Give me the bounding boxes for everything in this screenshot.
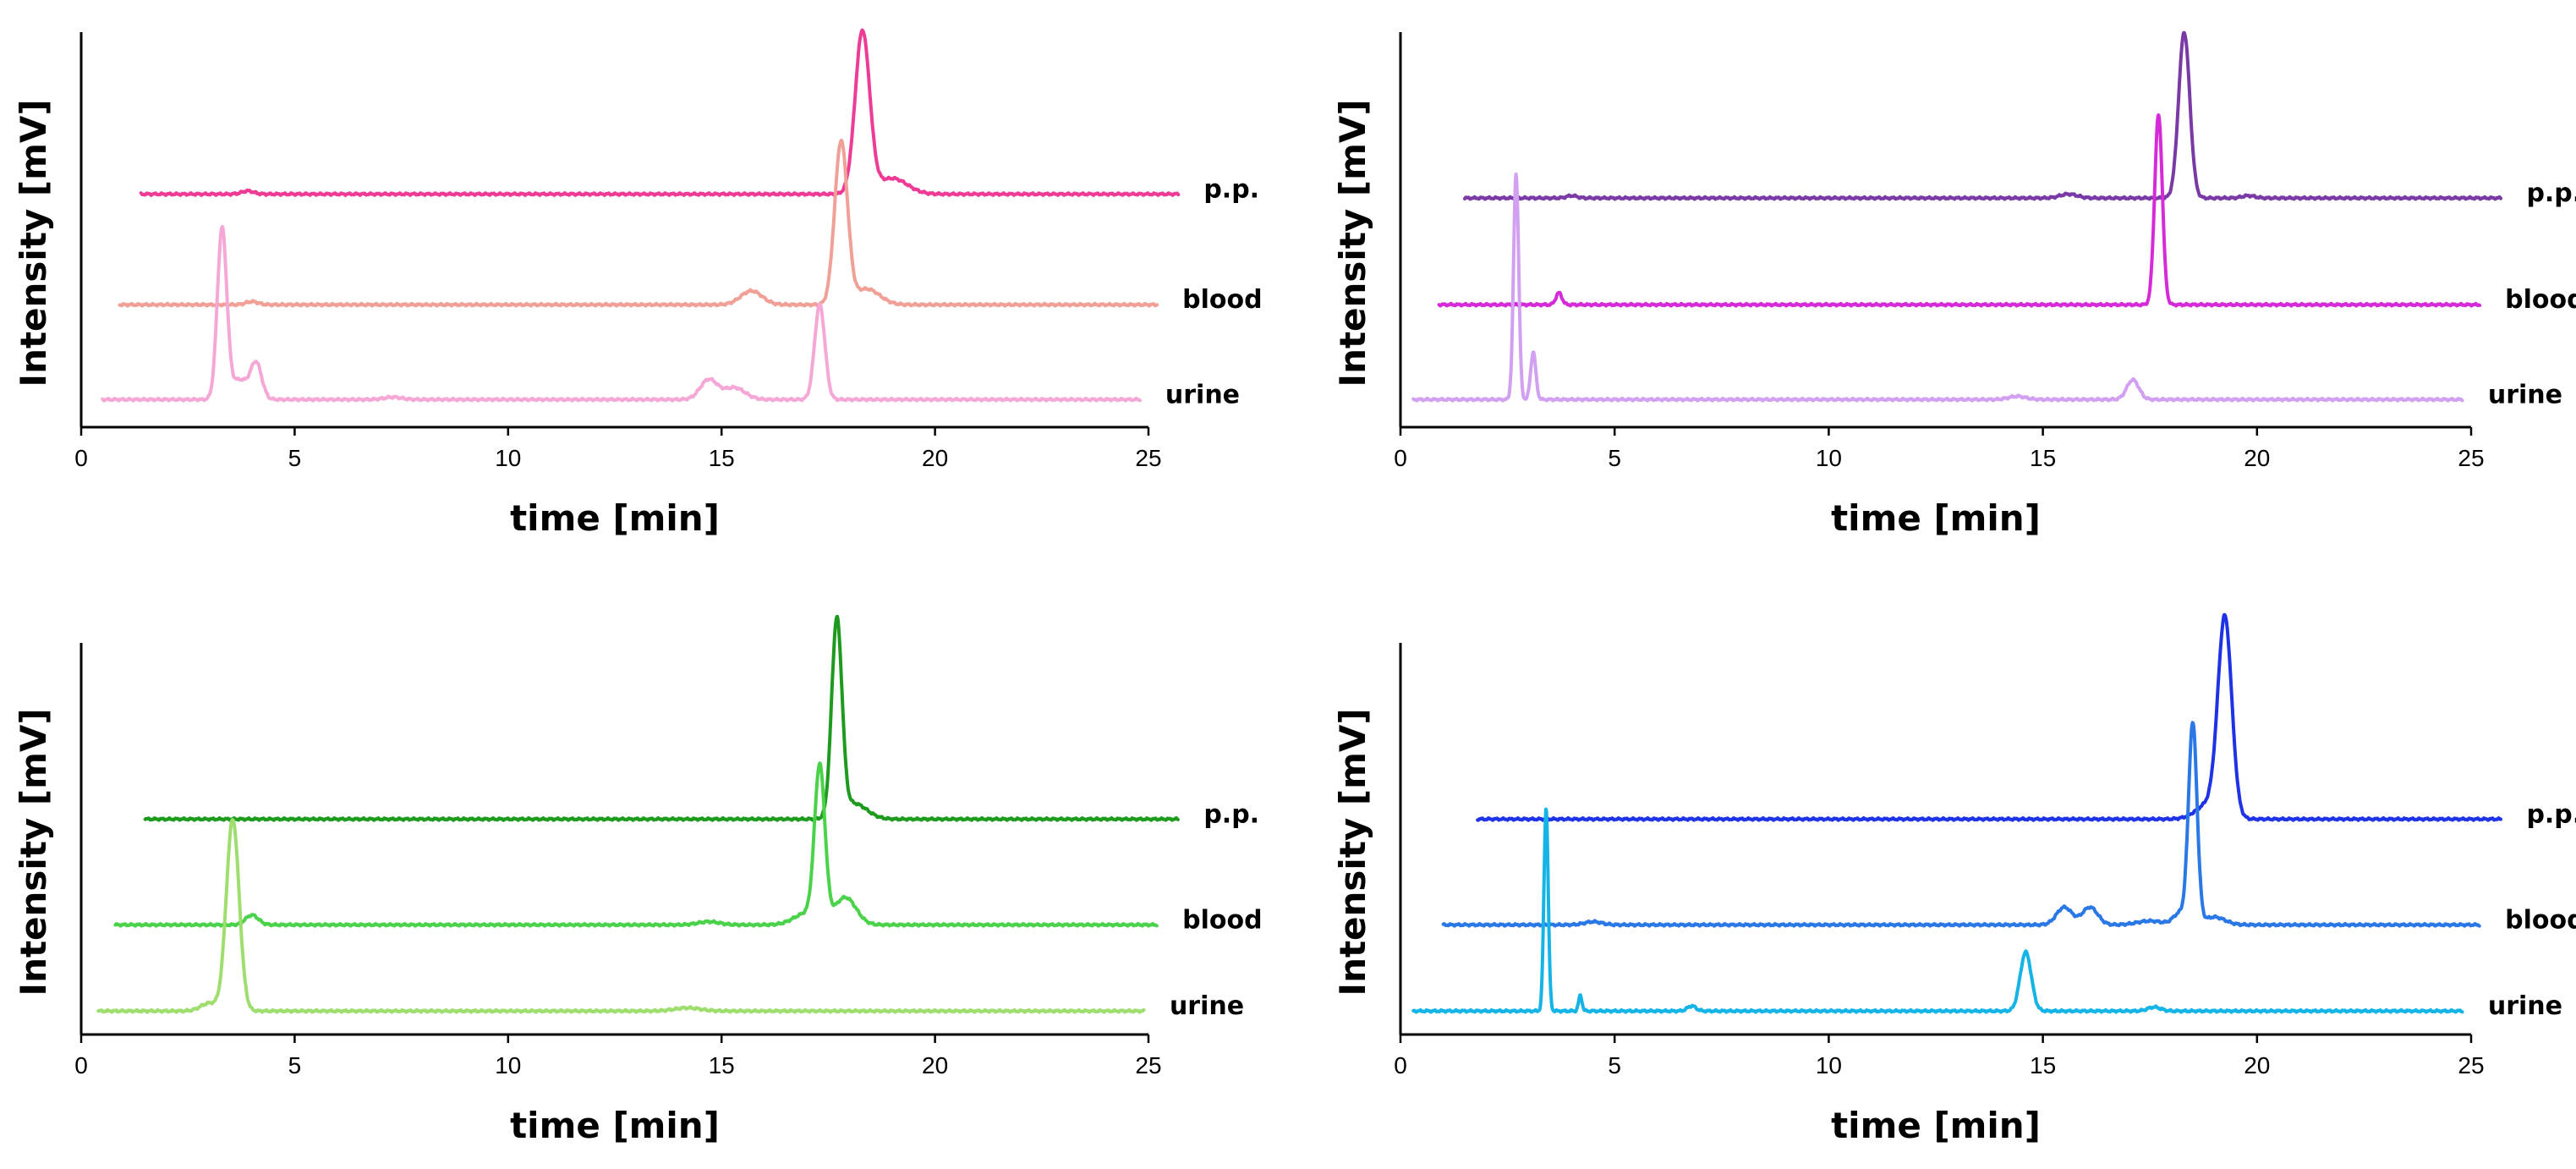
- series-label: blood: [1182, 285, 1262, 315]
- x-tick-label: 0: [74, 1052, 88, 1078]
- series-line-blood: [1441, 721, 2481, 928]
- x-tick-label: 15: [2030, 1052, 2056, 1078]
- x-tick-label: 15: [709, 445, 735, 471]
- series-line-pp: [139, 28, 1181, 197]
- chart-panel-top-left: 0 5 10 15 20 25 time [min] Intensity [mV] p.p. bl…: [13, 28, 1263, 539]
- x-tick-label: 15: [709, 1052, 735, 1078]
- chart-panel-bottom-left: 0 5 10 15 20 25 time [min] Intensity [mV] p.p. bl…: [13, 614, 1263, 1146]
- x-tick-label: 25: [1135, 445, 1161, 471]
- y-axis-title: Intensity [mV]: [13, 708, 54, 996]
- x-tick-label: 20: [922, 445, 948, 471]
- x-tick-label: 10: [495, 1052, 521, 1078]
- series-label: blood: [2505, 905, 2576, 935]
- x-tick-label: 10: [495, 445, 521, 471]
- series-line-urine: [101, 225, 1142, 403]
- series-line-urine: [1411, 807, 2464, 1014]
- series-label: urine: [2488, 380, 2562, 409]
- x-tick-label: 10: [1816, 445, 1842, 471]
- x-axis-title: time [min]: [510, 1105, 720, 1146]
- series-line-blood: [113, 761, 1159, 928]
- x-tick-label: 0: [74, 445, 88, 471]
- x-tick-label: 25: [2458, 1052, 2484, 1078]
- series-label: p.p.: [1203, 174, 1259, 204]
- x-tick-label: 20: [922, 1052, 948, 1078]
- series-line-blood: [118, 138, 1159, 308]
- series-line-pp: [143, 614, 1180, 822]
- series-line-pp: [1476, 612, 2502, 822]
- x-tick-label: 0: [1394, 445, 1407, 471]
- x-tick-label: 0: [1394, 1052, 1407, 1078]
- chart-panel-top-right: 0 5 10 15 20 25 time [min] Intensity [mV] p.p. bl…: [1332, 30, 2576, 539]
- x-tick-label: 25: [1135, 1052, 1161, 1078]
- series-line-blood: [1437, 113, 2482, 308]
- series-label: urine: [1170, 991, 1244, 1021]
- x-tick-label: 5: [288, 445, 302, 471]
- x-axis-title: time [min]: [1831, 497, 2041, 539]
- x-axis-title: time [min]: [510, 497, 720, 539]
- x-tick-label: 5: [1608, 445, 1621, 471]
- x-axis-title: time [min]: [1831, 1105, 2041, 1146]
- x-tick-label: 15: [2030, 445, 2056, 471]
- series-label: p.p.: [2526, 799, 2576, 829]
- y-axis-title: Intensity [mV]: [1332, 99, 1373, 387]
- series-line-pp: [1463, 30, 2502, 201]
- y-axis-title: Intensity [mV]: [1332, 708, 1373, 996]
- series-label: urine: [1165, 380, 1240, 409]
- series-label: p.p.: [2526, 178, 2576, 208]
- series-label: blood: [1182, 905, 1262, 935]
- series-line-urine: [1411, 173, 2464, 403]
- x-tick-label: 5: [288, 1052, 302, 1078]
- x-tick-label: 20: [2244, 445, 2270, 471]
- x-tick-label: 10: [1816, 1052, 1842, 1078]
- y-axis-title: Intensity [mV]: [13, 99, 54, 387]
- series-label: p.p.: [1203, 799, 1259, 829]
- series-label: urine: [2488, 991, 2562, 1021]
- x-tick-label: 25: [2458, 445, 2484, 471]
- chart-panel-bottom-right: 0 5 10 15 20 25 time [min] Intensity [mV] p.p. bl…: [1332, 612, 2576, 1146]
- x-tick-label: 20: [2244, 1052, 2270, 1078]
- series-line-urine: [96, 818, 1146, 1014]
- series-label: blood: [2505, 285, 2576, 315]
- x-tick-label: 5: [1608, 1052, 1621, 1078]
